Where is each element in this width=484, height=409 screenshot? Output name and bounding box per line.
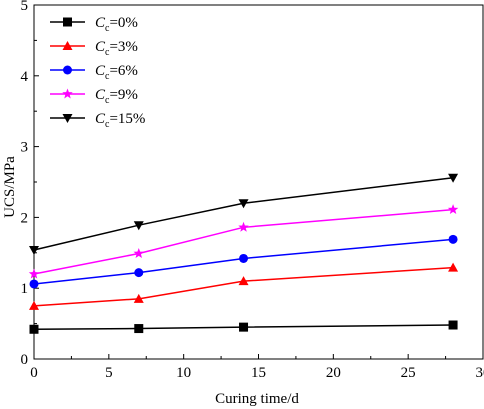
- data-point-0: [29, 324, 39, 334]
- data-point-3: [133, 248, 144, 258]
- series-line-2: [33, 238, 454, 285]
- data-point-3: [447, 204, 459, 215]
- series-line-4: [33, 177, 454, 251]
- x-tick-label: 5: [105, 365, 113, 381]
- y-tick-label: 0: [21, 352, 29, 368]
- data-point-2: [239, 253, 249, 263]
- x-axis-title: Curing time/d: [215, 391, 299, 407]
- data-point-4: [133, 221, 144, 231]
- x-tick-label: 20: [326, 365, 341, 381]
- y-axis-title: UCS/MPa: [2, 156, 18, 218]
- data-point-0: [239, 322, 249, 332]
- data-point-2: [134, 268, 144, 278]
- data-point-4: [238, 199, 249, 209]
- data-point-1: [238, 276, 249, 286]
- legend-label: Cc=0%: [95, 15, 138, 34]
- data-point-1: [133, 293, 144, 303]
- x-tick-label: 10: [176, 365, 191, 381]
- data-point-0: [448, 320, 458, 330]
- data-point-2: [29, 279, 39, 289]
- legend-marker: [63, 17, 72, 27]
- legend-label: Cc=15%: [95, 111, 145, 130]
- data-point-4: [448, 173, 459, 183]
- y-tick-label: 3: [21, 140, 29, 156]
- legend-label: Cc=9%: [95, 87, 138, 106]
- y-tick-label: 4: [21, 69, 29, 85]
- y-tick-label: 1: [21, 281, 29, 297]
- legend-marker: [62, 114, 73, 123]
- series-line-0: [33, 324, 454, 331]
- data-point-1: [29, 300, 39, 310]
- data-point-3: [28, 268, 40, 279]
- legend-label: Cc=6%: [95, 63, 138, 82]
- x-tick-label: 15: [251, 365, 266, 381]
- series-line-3: [33, 208, 454, 275]
- y-tick-label: 2: [21, 210, 29, 226]
- x-tick-label: 25: [401, 365, 416, 381]
- data-point-0: [134, 324, 144, 334]
- x-tick-label: 0: [30, 365, 38, 381]
- legend-label: Cc=3%: [95, 39, 138, 58]
- legend-marker: [62, 41, 73, 50]
- data-point-1: [448, 262, 459, 272]
- data-point-2: [448, 234, 458, 244]
- y-tick-label: 5: [21, 0, 29, 14]
- x-tick-label: 30: [476, 365, 484, 381]
- legend-marker: [63, 65, 72, 75]
- legend-marker: [62, 88, 73, 99]
- series-line-1: [33, 266, 454, 307]
- data-point-3: [238, 221, 249, 232]
- data-point-4: [29, 245, 39, 255]
